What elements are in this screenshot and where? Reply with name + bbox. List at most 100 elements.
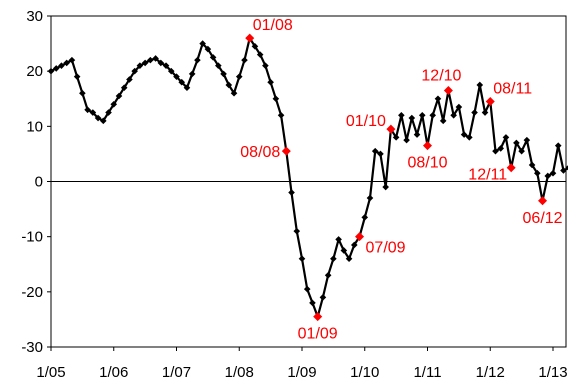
data-point <box>408 114 416 122</box>
data-point <box>403 136 410 144</box>
data-point <box>382 183 389 191</box>
highlight-point <box>506 163 516 173</box>
data-point <box>120 84 128 92</box>
data-point <box>560 167 567 174</box>
data-point <box>131 67 138 75</box>
data-point <box>230 89 238 97</box>
x-tick-label: 1/08 <box>225 364 254 381</box>
highlight-point <box>245 33 255 43</box>
data-point <box>361 214 369 221</box>
annotation-label: 08/08 <box>240 144 280 161</box>
data-point <box>209 54 217 61</box>
x-tick-label: 1/09 <box>287 364 316 381</box>
data-point <box>288 189 295 196</box>
data-point <box>126 76 133 83</box>
x-tick-label: 1/05 <box>36 364 65 381</box>
data-point <box>215 62 222 69</box>
data-point <box>492 147 499 155</box>
data-point <box>497 145 505 152</box>
data-point <box>194 56 201 64</box>
highlight-point <box>313 312 323 322</box>
data-point <box>199 40 206 47</box>
data-point <box>366 194 374 202</box>
data-point <box>267 78 274 86</box>
x-tick-label: 1/06 <box>99 364 128 381</box>
data-point <box>167 67 175 75</box>
data-point <box>94 114 102 122</box>
data-point <box>544 172 552 180</box>
data-point <box>277 112 285 119</box>
data-point <box>68 56 76 64</box>
data-point <box>293 227 301 235</box>
data-point <box>262 62 269 69</box>
data-point <box>502 134 510 141</box>
annotation-label: 08/11 <box>493 81 532 98</box>
data-point <box>178 78 186 86</box>
data-point <box>429 112 437 119</box>
data-point <box>549 169 557 177</box>
data-point <box>225 81 233 89</box>
data-point <box>256 51 264 58</box>
data-point <box>466 134 473 141</box>
y-axis-ticks: 30 20 10 0 -10 -20 -30 <box>21 8 51 356</box>
data-point <box>455 103 463 111</box>
data-point <box>84 106 91 114</box>
y-tick-label: 0 <box>35 174 43 191</box>
data-point <box>534 169 541 177</box>
data-point <box>58 62 65 69</box>
annotation-label: 08/10 <box>407 155 447 172</box>
data-point <box>476 81 484 89</box>
data-point <box>110 100 118 108</box>
data-point <box>371 147 379 155</box>
data-point <box>251 43 259 50</box>
data-point <box>115 92 123 100</box>
data-point <box>99 117 107 125</box>
data-point <box>350 241 358 249</box>
x-axis-ticks: 1/05 1/06 1/07 1/08 1/09 1/10 1/11 1/12 1/13 <box>36 347 568 381</box>
y-tick-label: -20 <box>21 284 43 301</box>
x-tick-label: 1/12 <box>476 364 505 381</box>
data-point <box>52 65 60 72</box>
highlight-point <box>538 196 548 206</box>
data-point <box>377 150 384 158</box>
data-point <box>418 112 426 119</box>
highlight-point <box>386 124 396 134</box>
annotation-label: 12/10 <box>421 67 461 84</box>
data-point <box>241 56 248 64</box>
x-tick-label: 1/07 <box>162 364 191 381</box>
data-point <box>518 147 525 155</box>
data-point <box>173 73 180 80</box>
data-point <box>73 73 81 80</box>
data-point <box>89 109 97 116</box>
data-point <box>554 142 562 149</box>
data-point <box>152 55 159 62</box>
data-point <box>513 139 520 147</box>
data-point <box>434 95 442 103</box>
data-point <box>340 247 348 254</box>
x-tick-label: 1/13 <box>538 364 567 381</box>
data-point <box>398 112 405 119</box>
data-point <box>324 271 332 279</box>
highlight-point <box>423 141 432 151</box>
data-point <box>272 95 280 103</box>
data-point <box>460 131 468 138</box>
annotation-label: 01/08 <box>253 17 293 34</box>
data-point <box>157 59 165 67</box>
annotation-label: 01/09 <box>298 326 338 343</box>
data-point <box>481 109 489 116</box>
data-point <box>330 255 337 263</box>
data-point <box>188 70 196 78</box>
data-point <box>309 299 316 307</box>
data-point <box>413 131 421 138</box>
annotation-label: 01/10 <box>346 113 386 130</box>
data-point <box>79 89 86 97</box>
data-point <box>319 294 327 301</box>
data-point <box>345 255 353 263</box>
highlight-point <box>443 85 453 95</box>
highlight-point <box>281 146 291 156</box>
data-point <box>136 62 144 69</box>
data-point <box>147 56 154 64</box>
annotation-layer: 01/08 08/08 01/09 07/09 01/10 08/10 12/10 08/11… <box>240 17 562 343</box>
data-point <box>450 112 457 119</box>
data-point <box>528 161 536 169</box>
